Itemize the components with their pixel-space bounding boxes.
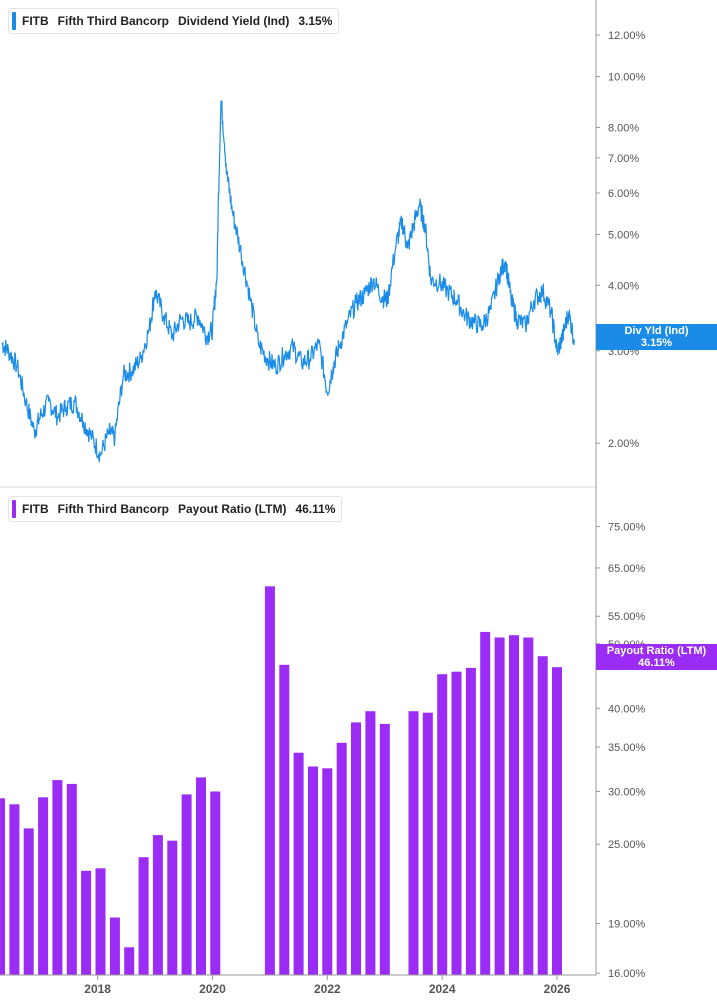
payout-bar [451, 671, 462, 975]
payout-tick-label: 75.00% [608, 522, 646, 534]
payout-ratio-bars [0, 586, 562, 975]
x-tick-label: 2018 [84, 982, 111, 996]
payout-bar [351, 722, 361, 975]
payout-tag-label: Payout Ratio (LTM) [606, 645, 707, 657]
payout-bar [537, 656, 548, 975]
payout-bar [124, 947, 135, 975]
payout-tick-label: 25.00% [608, 839, 646, 851]
payout-legend-swatch [12, 500, 16, 518]
yield-tick-label: 7.00% [608, 153, 639, 165]
yield-tick-label: 8.00% [608, 122, 639, 134]
yield-legend-swatch [12, 12, 16, 30]
yield-tag-value: 3.15% [640, 337, 673, 349]
yield-tick-label: 6.00% [608, 188, 639, 200]
payout-bar [379, 723, 390, 975]
payout-bar [523, 637, 534, 975]
yield-legend-metric: Dividend Yield (Ind) [178, 14, 290, 28]
payout-bar [336, 742, 347, 975]
payout-value-tag: Payout Ratio (LTM) 46.11% [596, 644, 717, 670]
payout-legend-value: 46.11% [295, 502, 336, 516]
payout-bar [210, 791, 221, 975]
yield-legend-company: Fifth Third Bancorp [57, 14, 169, 28]
payout-bar [437, 674, 448, 975]
x-axis: 2018 2020 2022 2024 2026 [0, 974, 596, 996]
payout-bar [322, 768, 333, 975]
payout-bar [167, 840, 178, 975]
payout-tag-value: 46.11% [638, 657, 675, 669]
payout-bar [181, 794, 192, 975]
yield-tick-label: 10.00% [608, 72, 646, 84]
yield-legend-ticker: FITB [22, 14, 49, 28]
payout-legend-company: Fifth Third Bancorp [57, 502, 169, 516]
payout-bar [23, 828, 34, 975]
payout-tick-label: 55.00% [608, 611, 646, 623]
payout-bar [308, 766, 318, 975]
yield-value-tag: Div Yld (Ind) 3.15% [596, 324, 717, 350]
yield-legend-value: 3.15% [298, 14, 333, 28]
x-tick-label: 2022 [314, 982, 341, 996]
payout-legend-metric: Payout Ratio (LTM) [178, 502, 287, 516]
payout-bar [264, 586, 275, 975]
payout-bar [480, 631, 491, 975]
payout-bar [0, 798, 5, 975]
payout-bar [138, 857, 149, 975]
payout-bar [494, 637, 505, 975]
payout-tick-label: 35.00% [608, 742, 646, 754]
x-tick-label: 2020 [199, 982, 226, 996]
x-tick-label: 2024 [429, 982, 456, 996]
yield-axis-ticks: 12.00%10.00%8.00%7.00%6.00%5.00%4.00%3.0… [596, 30, 646, 450]
yield-tick-label: 12.00% [608, 30, 646, 42]
payout-bar [509, 635, 519, 975]
yield-tag-label: Div Yld (Ind) [624, 325, 689, 337]
payout-bar [38, 797, 49, 975]
payout-legend: FITB Fifth Third Bancorp Payout Ratio (L… [8, 496, 343, 522]
payout-tick-label: 65.00% [608, 563, 646, 575]
payout-bar [293, 752, 304, 975]
payout-bar [81, 870, 92, 975]
payout-bar [408, 711, 419, 975]
payout-bar [9, 804, 20, 975]
payout-bar [109, 917, 120, 975]
payout-tick-label: 40.00% [608, 703, 646, 715]
yield-tick-label: 5.00% [608, 229, 639, 241]
payout-bar [422, 712, 433, 975]
payout-bar [465, 667, 476, 975]
payout-bar [66, 783, 77, 975]
payout-bar [152, 835, 163, 975]
payout-tick-label: 19.00% [608, 919, 646, 931]
payout-bar [196, 777, 206, 975]
payout-tick-label: 30.00% [608, 786, 646, 798]
payout-legend-ticker: FITB [22, 502, 49, 516]
yield-tick-label: 2.00% [608, 438, 639, 450]
dividend-yield-line [1, 100, 575, 463]
payout-bar [95, 868, 106, 975]
payout-bar [552, 667, 562, 975]
payout-bar [279, 664, 290, 975]
payout-axis-ticks: 75.00%65.00%55.00%50.00%40.00%35.00%30.0… [596, 522, 646, 980]
yield-legend: FITB Fifth Third Bancorp Dividend Yield … [8, 8, 340, 34]
x-tick-label: 2026 [544, 982, 571, 996]
payout-bar [52, 780, 63, 975]
yield-tick-label: 4.00% [608, 280, 639, 292]
payout-bar [365, 711, 376, 975]
payout-tick-label: 16.00% [608, 968, 646, 980]
